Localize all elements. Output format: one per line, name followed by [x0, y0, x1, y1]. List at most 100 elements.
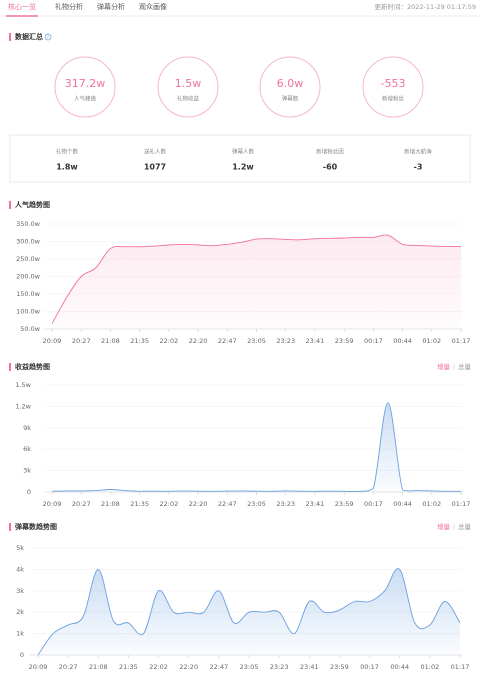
- toggle[interactable]: 增量: [437, 362, 451, 371]
- stat-label: 新增粉丝团: [316, 148, 344, 156]
- y-tick-label: 0: [27, 488, 31, 496]
- x-tick-label: 01:17: [451, 663, 470, 671]
- x-tick-label: 23:41: [300, 663, 319, 671]
- chart-title: 收益趋势图: [15, 362, 50, 371]
- x-tick-label: 01:02: [422, 337, 441, 345]
- area: [38, 568, 460, 655]
- area: [52, 402, 461, 492]
- x-tick-label: 21:08: [89, 663, 108, 671]
- x-tick-label: 23:41: [306, 337, 325, 345]
- summary-label: 新增粉丝: [382, 95, 405, 103]
- x-tick-label: 22:02: [159, 337, 178, 345]
- stats-box: [9, 134, 471, 183]
- stat-label: 新增大航海: [404, 148, 432, 156]
- tab[interactable]: 礼物分析: [55, 2, 83, 11]
- x-tick-label: 22:47: [218, 500, 237, 508]
- y-tick-label: 4k: [16, 565, 24, 573]
- summary-value: -553: [381, 77, 406, 90]
- tab[interactable]: 核心一览: [8, 2, 36, 11]
- x-tick-label: 21:08: [101, 500, 120, 508]
- y-tick-label: 150.0w: [16, 290, 41, 298]
- help-icon[interactable]: [44, 33, 52, 41]
- line: [51, 234, 462, 324]
- help-text[interactable]: ?: [47, 35, 50, 41]
- x-tick-label: 20:27: [72, 500, 91, 508]
- x-tick-label: 23:23: [270, 663, 289, 671]
- y-tick-label: 3k: [23, 467, 31, 475]
- x-tick-label: 23:05: [247, 337, 266, 345]
- x-tick-label: 23:23: [276, 337, 295, 345]
- x-tick-label: 00:44: [393, 337, 412, 345]
- x-tick-label: 20:27: [72, 337, 91, 345]
- y-tick-label: 100.0w: [16, 308, 41, 316]
- x-tick-label: 22:02: [159, 500, 178, 508]
- y-tick-label: 0: [20, 651, 24, 659]
- x-tick-label: 01:02: [422, 500, 441, 508]
- x-tick-label: 23:59: [335, 337, 354, 345]
- section-bar: [9, 363, 11, 371]
- y-tick-label: 200.0w: [16, 273, 41, 281]
- x-tick-label: 21:35: [130, 337, 149, 345]
- summary-label: 人气峰值: [74, 95, 97, 103]
- x-tick-label: 01:17: [452, 500, 471, 508]
- summary-circle: [259, 56, 321, 118]
- line: [37, 568, 461, 656]
- y-tick-label: 1.5w: [15, 381, 31, 389]
- stat-label: 弹幕人数: [232, 148, 255, 156]
- y-tick-label: 6k: [23, 445, 31, 453]
- x-tick-label: 23:23: [276, 500, 295, 508]
- stat-value: 1.2w: [232, 163, 254, 172]
- x-tick-label: 21:08: [101, 337, 120, 345]
- toggle[interactable]: 总量: [458, 522, 472, 531]
- x-tick-label: 23:59: [335, 500, 354, 508]
- x-tick-label: 21:35: [130, 500, 149, 508]
- stat-value: -60: [323, 163, 338, 172]
- x-tick-label: 21:35: [119, 663, 138, 671]
- tab[interactable]: 弹幕分析: [97, 2, 125, 11]
- summary-value: 317.2w: [65, 77, 106, 90]
- stat-value: -3: [414, 163, 423, 172]
- y-tick-label: 300.0w: [16, 238, 41, 246]
- x-tick-label: 23:41: [306, 500, 325, 508]
- y-tick-label: 2k: [16, 608, 24, 616]
- x-tick-label: 01:02: [420, 663, 439, 671]
- y-tick-label: 1.2w: [15, 402, 31, 410]
- y-tick-label: 250.0w: [16, 255, 41, 263]
- x-tick-label: 20:27: [59, 663, 78, 671]
- x-tick-label: 00:17: [364, 337, 383, 345]
- x-tick-label: 00:44: [390, 663, 409, 671]
- stat-label: 礼物个数: [56, 148, 79, 156]
- summary-circle: [54, 56, 116, 118]
- section-title: 数据汇总: [15, 32, 43, 41]
- y-tick-label: 3k: [16, 587, 24, 595]
- tab[interactable]: 观众画像: [139, 2, 167, 11]
- x-tick-label: 23:59: [330, 663, 349, 671]
- y-tick-label: 5k: [16, 544, 24, 552]
- y-tick-label: 9k: [23, 424, 31, 432]
- summary-circle: [362, 56, 424, 118]
- y-tick-label: 1k: [16, 630, 24, 638]
- x-tick-label: 22:20: [179, 663, 198, 671]
- x-tick-label: 00:17: [360, 663, 379, 671]
- x-tick-label: 23:05: [247, 500, 266, 508]
- chart-title: 人气趋势图: [15, 200, 50, 209]
- toggle[interactable]: 增量: [437, 522, 451, 531]
- summary-label: 礼物收益: [177, 95, 200, 103]
- x-tick-label: 20:09: [43, 337, 62, 345]
- x-tick-label: 20:09: [43, 500, 62, 508]
- y-tick-label: 350.0w: [16, 220, 41, 228]
- summary-value: 1.5w: [175, 77, 202, 90]
- x-tick-label: 22:20: [189, 337, 208, 345]
- x-tick-label: 22:02: [149, 663, 168, 671]
- y-tick-label: 50.0w: [20, 325, 40, 333]
- stat-value: 1.8w: [56, 163, 78, 172]
- summary-label: 弹幕数: [282, 95, 299, 103]
- chart-title: 弹幕数趋势图: [15, 522, 57, 531]
- x-tick-label: 20:09: [29, 663, 48, 671]
- x-tick-label: 23:05: [240, 663, 259, 671]
- x-tick-label: 22:47: [218, 337, 237, 345]
- line: [51, 402, 462, 492]
- toggle[interactable]: 总量: [458, 362, 472, 371]
- section-bar: [9, 523, 11, 531]
